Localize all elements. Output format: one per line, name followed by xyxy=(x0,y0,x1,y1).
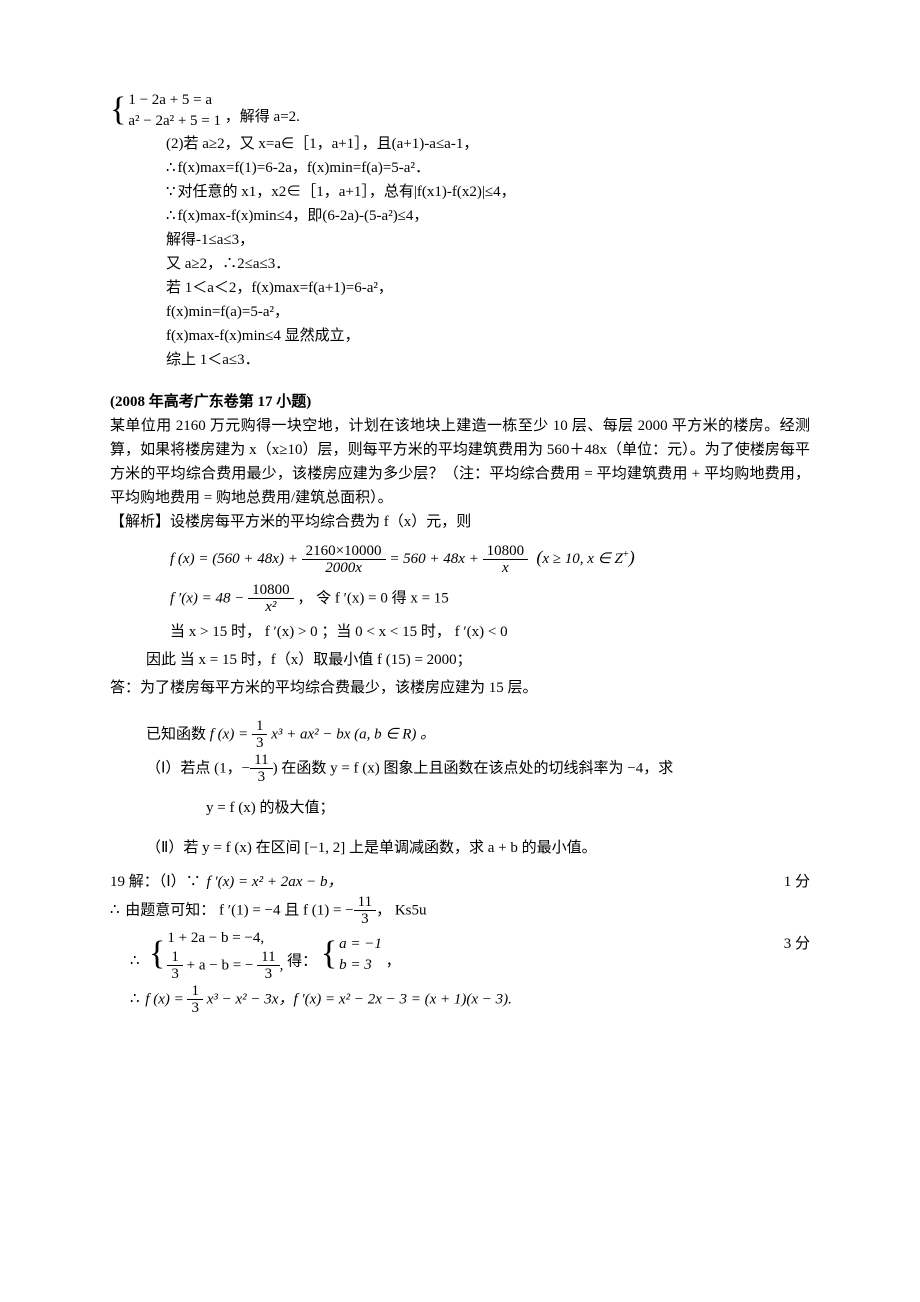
sys1-top: 1 − 2a + 5 = a xyxy=(128,92,212,108)
p3-part1-line1: （Ⅰ）若点 (1，− 11 3 ) 在函数 y = f (x) 图象上且函数在该… xyxy=(110,752,810,786)
p2-eq1-den2: x xyxy=(483,560,529,577)
sys2-mid: 得： xyxy=(287,953,317,969)
p3-sol-l2-tail: ， Ks5u xyxy=(376,902,426,918)
p2-eq2-lhs: f ′(x) = 48 − xyxy=(170,590,244,606)
sys3-bot: b = 3 xyxy=(339,957,372,973)
p2-title: (2008 年高考广东卷第 17 小题) xyxy=(110,390,810,414)
p2-eq2-mid: ， 令 f ′(x) = 0 得 x = 15 xyxy=(297,590,448,606)
frac13-den-c: 3 xyxy=(187,1000,203,1017)
problem3-block: 已知函数 f (x) = 1 3 x³ + ax² − bx (a, b ∈ R… xyxy=(110,718,810,1017)
score-3: 3 分 xyxy=(784,928,810,961)
p3-sol-l1-body: f ′(x) = x² + 2ax − b， xyxy=(206,874,342,890)
sys2-top: 1 + 2a − b = −4, xyxy=(167,930,264,946)
p1-l9: 综上 1＜a≤3． xyxy=(110,348,810,372)
p2-eq1-lhs: f (x) = (560 + 48x) + xyxy=(170,551,298,567)
p2-eq1-num: 2160×10000 xyxy=(302,543,386,561)
p1-l8: f(x)max-f(x)min≤4 显然成立， xyxy=(110,324,810,348)
p2-eq1-den: 2000x xyxy=(302,560,386,577)
sys2-bot-b: , xyxy=(280,957,284,973)
p3-p2: （Ⅱ）若 y = f (x) 在区间 [−1, 2] 上是单调减函数，求 a +… xyxy=(110,836,810,860)
p3-sol-l1-head: 19 解：（Ⅰ） xyxy=(110,874,186,890)
p1-l1: f(x)max=f(1)=6-2a，f(x)min=f(a)=5-a²． xyxy=(178,160,430,176)
p1-l6: 若 1＜a＜2，f(x)max=f(a+1)=6-a²， xyxy=(110,276,810,300)
sys3-tail: ， xyxy=(386,953,401,969)
p1-l2: 对任意的 x1，x2∈［1，a+1］，总有|f(x1)-f(x2)|≤4， xyxy=(178,184,516,200)
p3-p1a: （Ⅰ）若点 (1，− xyxy=(146,760,250,776)
frac113-den-b: 3 xyxy=(354,911,376,928)
p3-stem-fx: f (x) = xyxy=(210,726,248,742)
p2-eq1-mid: = 560 + 48x + xyxy=(389,551,479,567)
score-1: 1 分 xyxy=(784,870,810,894)
p1-l7: f(x)min=f(a)=5-a²， xyxy=(110,300,810,324)
p3-sol-l2-head: 由题意可知： f ′(1) = −4 且 f (1) = − xyxy=(125,902,353,918)
frac13-den-a: 3 xyxy=(252,735,268,752)
p2-ans: 答：为了楼房每平方米的平均综合费最少，该楼房应建为 15 层。 xyxy=(110,676,810,700)
p3-sol-l4b: x³ − x² − 3x，f ′(x) = x² − 2x − 3 = (x +… xyxy=(207,991,512,1007)
frac113-num-c: 11 xyxy=(257,949,279,967)
system-1: { 1 − 2a + 5 = a a² − 2a² + 5 = 1 ，解得 a=… xyxy=(110,90,810,132)
frac113-den-c: 3 xyxy=(257,966,279,983)
p2-eq2-num: 10800 xyxy=(248,582,294,600)
sys2-bot-a: + a − b = − xyxy=(187,957,254,973)
frac13-num-a: 1 xyxy=(252,718,268,736)
frac13-den-b: 3 xyxy=(167,966,183,983)
frac113-den-a: 3 xyxy=(250,769,272,786)
frac13-num-c: 1 xyxy=(187,983,203,1001)
problem2-block: (2008 年高考广东卷第 17 小题) 某单位用 2160 万元购得一块空地，… xyxy=(110,390,810,700)
frac113-num-a: 11 xyxy=(250,752,272,770)
p3-stem: 已知函数 f (x) = 1 3 x³ + ax² − bx (a, b ∈ R… xyxy=(110,718,810,752)
p1-l5: 又 a≥2，∴2≤a≤3． xyxy=(110,252,810,276)
sys1-bot: a² − 2a² + 5 = 1 xyxy=(128,113,221,129)
p3-sol-l4: f (x) = 1 3 x³ − x² − 3x，f ′(x) = x² − 2… xyxy=(110,983,810,1017)
sys1-tail: ，解得 a=2. xyxy=(225,109,300,125)
frac113-num-b: 11 xyxy=(354,894,376,912)
p3-stem-tail: x³ + ax² − bx (a, b ∈ R) 。 xyxy=(271,726,435,742)
p2-eq2: f ′(x) = 48 − 10800 x² ， 令 f ′(x) = 0 得 … xyxy=(170,582,810,616)
p3-stem-head: 已知函数 xyxy=(146,726,206,742)
problem1-block: { 1 − 2a + 5 = a a² − 2a² + 5 = 1 ，解得 a=… xyxy=(110,90,810,372)
frac13-num-b: 1 xyxy=(167,949,183,967)
p2-eq1-num2: 10800 xyxy=(483,543,529,561)
p1-l3: f(x)max-f(x)min≤4，即(6-2a)-(5-a²)≤4， xyxy=(178,208,429,224)
part2-title: (2)若 a≥2，又 x=a∈［1，a+1］，且(a+1)-a≤a-1， xyxy=(110,132,810,156)
p3-p1c: y = f (x) 的极大值； xyxy=(110,796,810,820)
p3-systems-row: { 1 + 2a − b = −4, 1 3 + a − b = − 11 3 … xyxy=(110,928,810,983)
p3-sol-l4a: f (x) = xyxy=(145,991,183,1007)
sys3-top: a = −1 xyxy=(339,936,382,952)
p3-sol-l1-row: 19 解：（Ⅰ） f ′(x) = x² + 2ax − b， 1 分 xyxy=(110,870,810,894)
p2-eq2-den: x² xyxy=(248,599,294,616)
p3-sol-l2: 由题意可知： f ′(1) = −4 且 f (1) = − 11 3 ， Ks… xyxy=(110,894,810,928)
p2-eq3: 当 x > 15 时， f ′(x) > 0 ；当 0 < x < 15 时， … xyxy=(170,620,810,644)
p2-sol-head: 【解析】设楼房每平方米的平均综合费为 f（x）元，则 xyxy=(110,510,810,534)
p3-p1b: ) 在函数 y = f (x) 图象上且函数在该点处的切线斜率为 −4，求 xyxy=(273,760,674,776)
p2-body: 某单位用 2160 万元购得一块空地，计划在该地块上建造一栋至少 10 层、每层… xyxy=(110,414,810,510)
p2-eq4: 因此 当 x = 15 时，f（x）取最小值 f (15) = 2000； xyxy=(146,648,810,672)
p2-eq1-tail-inner: x ≥ 10, x ∈ Z xyxy=(542,551,622,567)
p2-eq1: f (x) = (560 + 48x) + 2160×10000 2000x =… xyxy=(170,538,810,578)
p1-l4: 解得-1≤a≤3， xyxy=(110,228,810,252)
